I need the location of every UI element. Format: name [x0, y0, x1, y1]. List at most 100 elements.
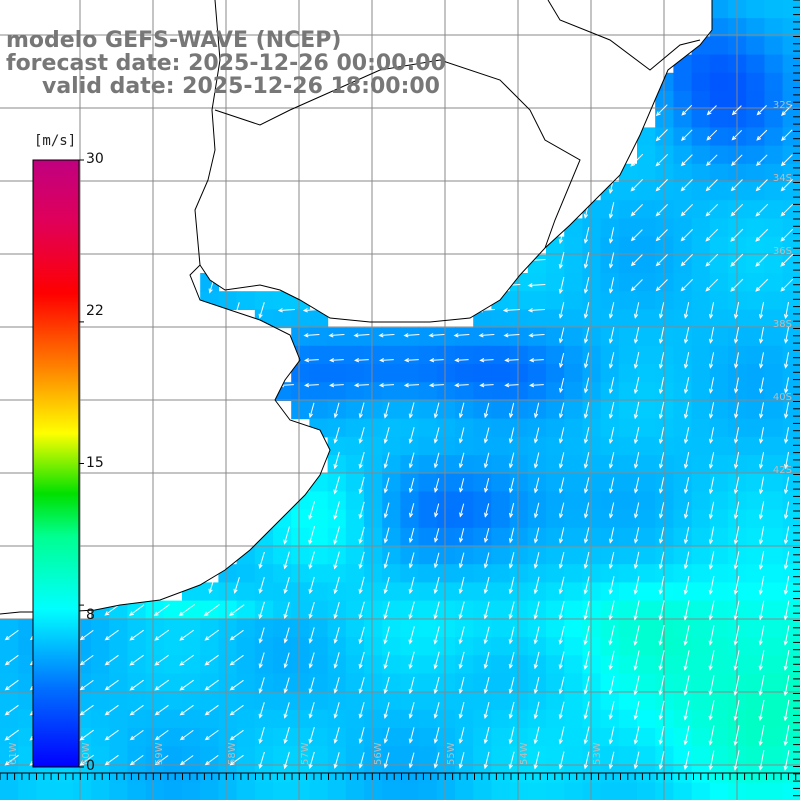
wind-arrow	[558, 226, 565, 245]
wind-speed-cell	[418, 618, 438, 638]
wind-speed-cell	[637, 254, 656, 274]
wind-arrow	[508, 452, 515, 469]
wind-arrow	[483, 651, 490, 670]
wind-arrow	[608, 352, 615, 369]
wind-arrow	[353, 383, 369, 388]
wind-arrow	[658, 625, 665, 646]
wind-arrow	[733, 301, 740, 320]
wind-speed-cell	[637, 291, 656, 310]
wind-speed-cell	[582, 691, 602, 711]
wind-speed-cell	[182, 637, 201, 656]
wind-speed-cell	[509, 728, 529, 747]
wind-speed-cell	[273, 527, 292, 547]
wind-arrow	[633, 502, 640, 519]
wind-speed-cell	[564, 691, 583, 711]
wind-speed-cell	[491, 618, 511, 638]
wind-arrow	[104, 654, 119, 666]
wind-speed-cell	[564, 382, 583, 401]
wind-speed-cell	[582, 364, 602, 383]
wind-arrow	[154, 755, 169, 766]
wind-speed-cell	[564, 673, 583, 693]
wind-speed-cell	[163, 600, 183, 620]
wind-speed-cell	[709, 327, 729, 347]
wind-speed-cell	[764, 236, 784, 256]
wind-arrow	[508, 477, 515, 494]
wind-speed-cell	[691, 473, 711, 492]
wind-arrow	[128, 604, 145, 616]
wind-speed-cell	[637, 527, 656, 547]
wind-speed-cell	[637, 200, 656, 219]
wind-speed-cell	[218, 764, 238, 784]
wind-arrow	[733, 650, 740, 671]
wind-speed-cell	[546, 782, 565, 800]
wind-speed-cell	[764, 564, 784, 583]
wind-speed-cell	[564, 728, 583, 747]
wind-arrow	[733, 327, 740, 344]
wind-speed-cell	[491, 345, 511, 365]
wind-speed-cell	[746, 236, 765, 256]
wind-speed-cell	[527, 746, 547, 765]
wind-arrow	[630, 254, 643, 267]
wind-speed-cell	[364, 655, 383, 674]
wind-speed-cell	[273, 564, 292, 583]
wind-speed-cell	[382, 709, 401, 729]
wind-speed-cell	[709, 254, 729, 274]
wind-speed-cell	[764, 436, 784, 456]
wind-speed-cell	[746, 145, 765, 165]
wind-speed-cell	[637, 728, 656, 747]
wind-speed-cell	[491, 546, 511, 565]
wind-speed-cell	[564, 309, 583, 329]
wind-speed-cell	[400, 418, 420, 438]
wind-speed-cell	[491, 673, 511, 693]
wind-speed-cell	[182, 691, 201, 711]
wind-speed-cell	[91, 655, 110, 674]
wind-speed-cell	[200, 691, 219, 711]
wind-arrow	[759, 327, 764, 344]
wind-arrow	[758, 501, 765, 520]
wind-arrow	[758, 625, 765, 646]
wind-speed-cell	[309, 564, 329, 583]
wind-speed-cell	[509, 345, 529, 365]
wind-speed-cell	[400, 546, 420, 565]
wind-arrow	[383, 727, 390, 744]
wind-arrow	[758, 650, 765, 671]
wind-speed-cell	[400, 637, 420, 656]
wind-speed-cell	[36, 764, 56, 784]
wind-arrow	[583, 277, 590, 294]
wind-arrow	[433, 676, 440, 695]
wind-speed-cell	[436, 436, 456, 456]
wind-speed-cell	[600, 218, 620, 238]
wind-speed-cell	[655, 509, 674, 529]
wind-arrow	[403, 383, 420, 388]
wind-speed-cell	[236, 782, 256, 800]
wind-speed-cell	[327, 564, 347, 583]
wind-arrow	[333, 727, 340, 744]
wind-arrow	[633, 600, 640, 621]
wind-arrow	[583, 327, 590, 344]
wind-arrow	[759, 377, 764, 394]
wind-arrow	[683, 625, 690, 646]
wind-arrow	[304, 358, 319, 363]
wind-speed-cell	[582, 509, 602, 529]
wind-speed-cell	[709, 709, 729, 729]
wind-arrow	[528, 333, 545, 338]
wind-arrow	[633, 527, 640, 544]
wind-arrow	[783, 526, 790, 545]
wind-speed-cell	[618, 600, 638, 620]
wind-speed-cell	[327, 382, 347, 401]
wind-speed-cell	[509, 546, 529, 565]
wind-speed-cell	[72, 764, 92, 784]
wind-arrow	[708, 625, 715, 646]
wind-arrow	[683, 327, 690, 344]
wind-speed-cell	[637, 509, 656, 529]
wind-speed-cell	[309, 327, 329, 347]
wind-speed-cell	[546, 546, 565, 565]
wind-arrow	[129, 754, 144, 766]
wind-arrow	[333, 576, 340, 595]
wind-speed-cell	[746, 782, 765, 800]
wind-arrow	[333, 402, 340, 419]
wind-speed-cell	[200, 618, 219, 638]
wind-arrow	[608, 302, 615, 319]
wind-speed-cell	[673, 309, 693, 329]
wind-speed-cell	[127, 764, 147, 784]
